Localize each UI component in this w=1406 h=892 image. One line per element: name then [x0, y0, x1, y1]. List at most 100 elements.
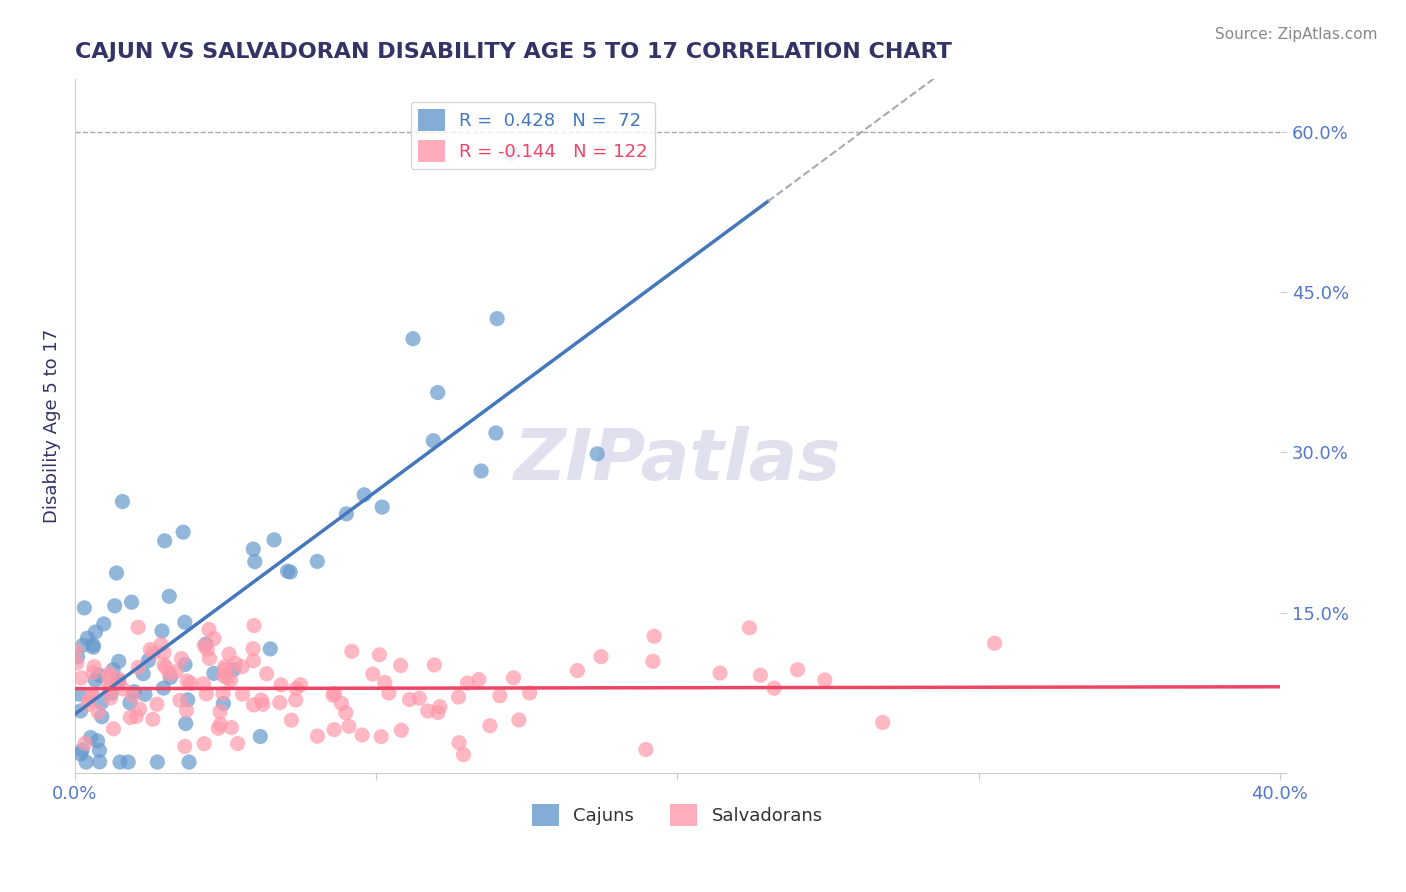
- Point: [416, 704, 439, 718]
- Point: [352, 728, 374, 742]
- Point: [103, 722, 125, 736]
- Point: [176, 703, 198, 717]
- Point: [643, 629, 665, 643]
- Point: [402, 332, 425, 346]
- Point: [134, 687, 156, 701]
- Point: [361, 667, 384, 681]
- Point: [242, 542, 264, 557]
- Point: [93, 616, 115, 631]
- Point: [89, 743, 111, 757]
- Point: [153, 533, 176, 548]
- Point: [193, 677, 215, 691]
- Point: [219, 673, 242, 687]
- Point: [173, 615, 195, 630]
- Point: [84, 673, 107, 687]
- Point: [176, 674, 198, 689]
- Point: [159, 667, 181, 681]
- Point: [290, 678, 312, 692]
- Point: [138, 653, 160, 667]
- Point: [66, 649, 89, 664]
- Point: [198, 623, 221, 637]
- Point: [155, 661, 177, 675]
- Point: [814, 673, 837, 687]
- Point: [104, 599, 127, 613]
- Point: [209, 717, 232, 731]
- Point: [139, 642, 162, 657]
- Point: [72, 638, 94, 652]
- Point: [89, 668, 111, 682]
- Point: [485, 425, 508, 440]
- Text: ZIPatlas: ZIPatlas: [513, 425, 841, 495]
- Point: [983, 636, 1005, 650]
- Point: [371, 500, 394, 515]
- Point: [285, 681, 308, 696]
- Point: [142, 646, 165, 660]
- Point: [169, 693, 191, 707]
- Point: [80, 689, 103, 703]
- Point: [322, 688, 344, 702]
- Point: [277, 564, 299, 578]
- Point: [82, 638, 104, 652]
- Point: [508, 713, 530, 727]
- Point: [408, 691, 430, 706]
- Point: [125, 709, 148, 723]
- Point: [105, 566, 128, 580]
- Point: [323, 723, 346, 737]
- Point: [90, 710, 112, 724]
- Point: [284, 693, 307, 707]
- Point: [280, 713, 302, 727]
- Point: [232, 687, 254, 701]
- Point: [82, 665, 104, 680]
- Point: [97, 680, 120, 694]
- Point: [224, 657, 246, 671]
- Point: [226, 737, 249, 751]
- Point: [218, 647, 240, 661]
- Point: [70, 743, 93, 757]
- Point: [389, 723, 412, 738]
- Point: [157, 589, 180, 603]
- Point: [153, 657, 176, 672]
- Point: [65, 643, 87, 657]
- Point: [423, 657, 446, 672]
- Point: [180, 676, 202, 690]
- Point: [98, 666, 121, 681]
- Point: [82, 687, 104, 701]
- Point: [501, 146, 523, 161]
- Point: [221, 721, 243, 735]
- Point: [456, 676, 478, 690]
- Point: [111, 681, 134, 696]
- Point: [374, 675, 396, 690]
- Point: [202, 666, 225, 681]
- Point: [212, 687, 235, 701]
- Point: [101, 663, 124, 677]
- Point: [468, 673, 491, 687]
- Point: [172, 525, 194, 540]
- Point: [77, 693, 100, 707]
- Point: [146, 697, 169, 711]
- Point: [214, 659, 236, 673]
- Point: [146, 755, 169, 769]
- Point: [278, 565, 301, 579]
- Point: [252, 698, 274, 712]
- Point: [195, 642, 218, 657]
- Point: [67, 687, 90, 701]
- Point: [132, 666, 155, 681]
- Point: [389, 658, 412, 673]
- Point: [73, 736, 96, 750]
- Point: [118, 696, 141, 710]
- Point: [111, 494, 134, 508]
- Point: [738, 621, 761, 635]
- Point: [337, 719, 360, 733]
- Point: [269, 696, 291, 710]
- Point: [77, 698, 100, 712]
- Point: [153, 646, 176, 660]
- Point: [98, 682, 121, 697]
- Point: [786, 663, 808, 677]
- Point: [307, 729, 329, 743]
- Point: [127, 660, 149, 674]
- Point: [429, 699, 451, 714]
- Point: [121, 595, 143, 609]
- Y-axis label: Disability Age 5 to 17: Disability Age 5 to 17: [44, 328, 60, 523]
- Point: [69, 704, 91, 718]
- Point: [242, 641, 264, 656]
